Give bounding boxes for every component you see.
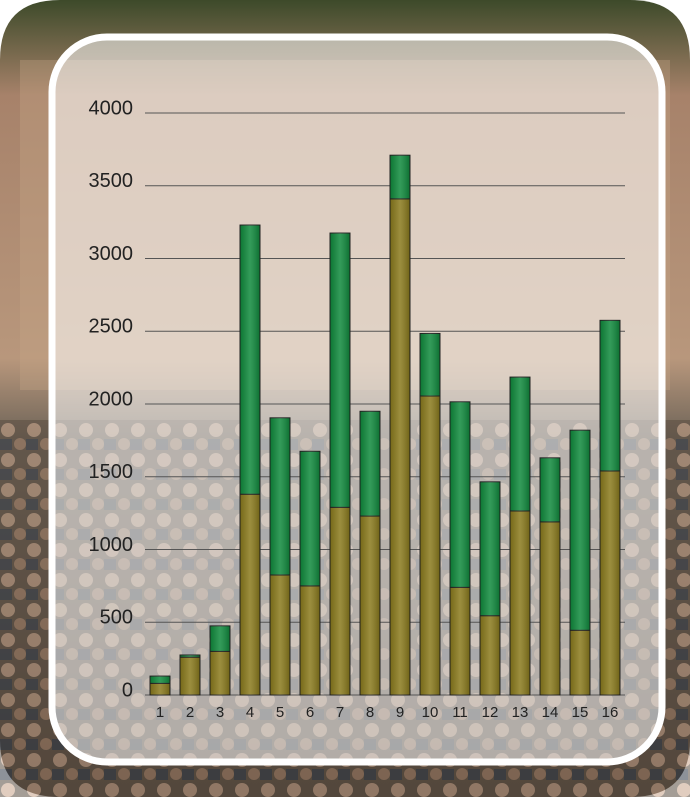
- bar-shade: [420, 395, 440, 695]
- x-tick-label: 4: [246, 704, 254, 721]
- bar-shade: [390, 155, 410, 199]
- x-tick-label: 14: [542, 704, 559, 721]
- bar-shade: [450, 587, 470, 695]
- bar-shade: [480, 481, 500, 616]
- bar-shade: [300, 451, 320, 586]
- bar-shade: [360, 411, 380, 517]
- bar-shade: [270, 417, 290, 575]
- x-tick-label: 5: [276, 704, 284, 721]
- y-tick-label: 1000: [89, 534, 134, 556]
- x-tick-label: 7: [336, 704, 344, 721]
- bar-shade: [150, 676, 170, 684]
- bar-shade: [210, 625, 230, 652]
- y-tick-label: 2500: [89, 316, 134, 338]
- y-tick-label: 2000: [89, 388, 134, 410]
- x-tick-label: 10: [422, 704, 439, 721]
- bar-shade: [240, 494, 260, 695]
- x-tick-label: 9: [396, 704, 404, 721]
- y-tick-label: 3000: [89, 243, 134, 265]
- bar-shade: [540, 521, 560, 695]
- bar-shade: [480, 615, 500, 695]
- bar-shade: [390, 198, 410, 695]
- bar-shade: [150, 683, 170, 695]
- bar-shade: [510, 510, 530, 695]
- bar-shade: [180, 657, 200, 695]
- x-tick-label: 13: [512, 704, 529, 721]
- bar-shade: [540, 457, 560, 522]
- x-tick-label: 6: [306, 704, 314, 721]
- x-tick-label: 15: [572, 704, 589, 721]
- y-tick-label: 4000: [89, 97, 134, 119]
- bar-shade: [330, 233, 350, 508]
- y-tick-label: 3500: [89, 170, 134, 192]
- bar-shade: [210, 651, 230, 695]
- y-tick-label: 500: [100, 607, 133, 629]
- bar-shade: [570, 430, 590, 631]
- bar-shade: [240, 225, 260, 495]
- bar-shade: [270, 574, 290, 695]
- x-tick-label: 11: [452, 704, 468, 721]
- x-tick-label: 8: [366, 704, 374, 721]
- bar-shade: [450, 401, 470, 588]
- y-tick-label: 0: [122, 679, 133, 701]
- bar-shade: [180, 654, 200, 658]
- bar-shade: [600, 320, 620, 471]
- bar-shade: [420, 333, 440, 396]
- bar-shade: [300, 585, 320, 695]
- bar-shade: [510, 377, 530, 511]
- bar-shade: [360, 516, 380, 695]
- x-tick-label: 16: [602, 704, 619, 721]
- x-tick-label: 12: [482, 704, 499, 721]
- bar-shade: [600, 470, 620, 695]
- y-tick-label: 1500: [89, 461, 134, 483]
- bar-shade: [330, 507, 350, 695]
- bar-shade: [570, 630, 590, 695]
- x-tick-label: 2: [186, 704, 194, 721]
- x-tick-label: 1: [156, 704, 164, 721]
- x-tick-label: 3: [216, 704, 224, 721]
